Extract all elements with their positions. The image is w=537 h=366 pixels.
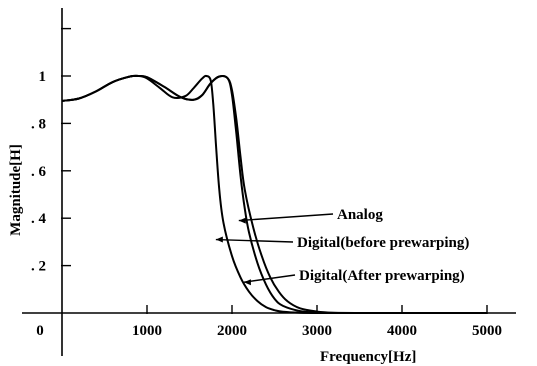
x-axis-label: Frequency[Hz] <box>320 349 416 365</box>
legend: Analog Digital(before prewarping) Digital(… <box>215 207 469 286</box>
legend-arrowhead-0 <box>238 217 246 224</box>
y-tick-label-0: . 2 <box>31 259 46 275</box>
x-tick-label-5: 5000 <box>472 323 502 339</box>
y-tick-label-3: . 8 <box>31 116 46 132</box>
y-tick-label-4: 1 <box>39 69 47 85</box>
legend-pointer-0 <box>238 213 334 222</box>
legend-pointer-2 <box>243 274 296 283</box>
legend-label-2: Digital(After prewarping) <box>299 268 465 284</box>
y-tick-label-1: . 4 <box>31 211 47 227</box>
curves <box>61 74 487 315</box>
legend-label-0: Analog <box>337 207 383 223</box>
legend-arrowhead-2 <box>243 279 251 286</box>
legend-arrowhead-1 <box>215 236 223 243</box>
x-tick-label-2: 2000 <box>217 323 247 339</box>
ticks: . 2 . 4 . 6 . 8 1 0 1000 2000 3000 4000 5000 <box>31 27 502 339</box>
axes <box>22 8 516 356</box>
legend-label-1: Digital(before prewarping) <box>297 235 469 251</box>
x-tick-label-3: 3000 <box>302 323 332 339</box>
y-axis-label: Magnitude[H] <box>8 144 24 236</box>
x-tick-label-4: 4000 <box>387 323 417 339</box>
legend-pointer-1 <box>215 238 294 243</box>
x-tick-label-1: 1000 <box>132 323 162 339</box>
y-tick-label-2: . 6 <box>31 164 47 180</box>
series-line-2 <box>61 74 487 315</box>
x-tick-label-0: 0 <box>36 323 44 339</box>
